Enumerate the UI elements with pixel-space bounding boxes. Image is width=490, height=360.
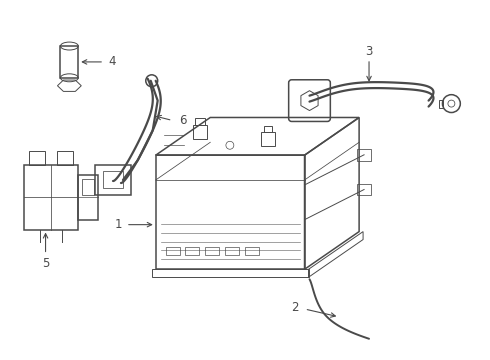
Text: 4: 4 <box>108 55 116 68</box>
Bar <box>261 132 275 146</box>
Bar <box>82 179 94 195</box>
Bar <box>185 247 199 255</box>
Bar <box>166 247 179 255</box>
Bar <box>24 165 78 230</box>
Bar <box>205 247 219 255</box>
Bar <box>78 175 98 220</box>
Bar <box>193 125 207 139</box>
Bar <box>95 165 131 195</box>
Bar <box>225 247 239 255</box>
Bar <box>264 126 272 132</box>
Bar <box>357 184 371 195</box>
Text: 1: 1 <box>114 218 122 231</box>
Text: 2: 2 <box>291 301 298 314</box>
Bar <box>245 247 259 255</box>
Bar <box>195 118 205 125</box>
Text: 6: 6 <box>179 114 186 127</box>
Bar <box>152 269 309 277</box>
Bar <box>60 46 78 78</box>
Text: 5: 5 <box>42 257 49 270</box>
Bar <box>57 151 73 165</box>
Bar <box>103 171 123 188</box>
Bar <box>29 151 45 165</box>
Text: 3: 3 <box>366 45 373 58</box>
Bar <box>440 100 443 108</box>
Bar <box>156 155 305 269</box>
Bar <box>357 149 371 161</box>
